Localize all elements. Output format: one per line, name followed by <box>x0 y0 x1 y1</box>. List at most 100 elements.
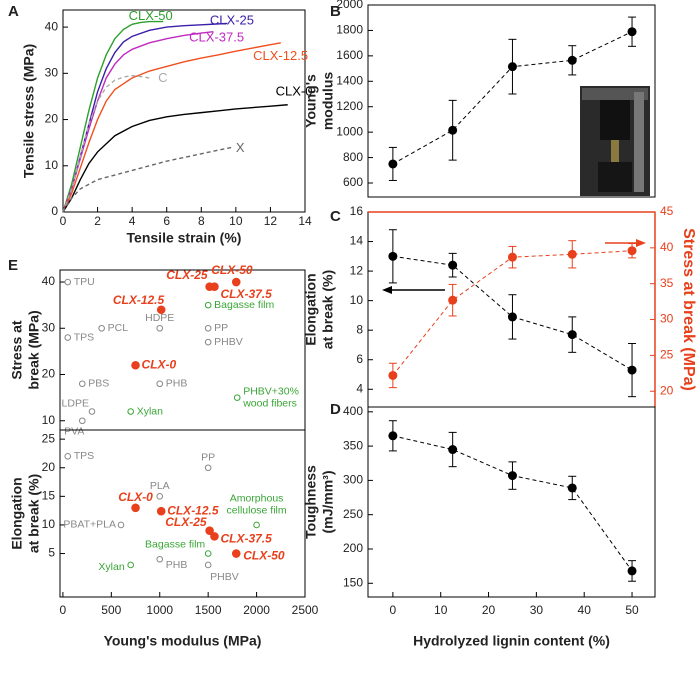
y-tick-label: 150 <box>343 575 363 589</box>
scatter-point <box>88 408 96 415</box>
y-axis-title: Young's <box>303 74 319 128</box>
y-tick-label: 1800 <box>336 23 363 37</box>
y2-tick-label: 45 <box>660 204 674 218</box>
data-point <box>388 251 398 261</box>
point-label: CLX-12.5 <box>167 503 219 517</box>
y-tick-label: 15 <box>42 489 56 503</box>
point-label: PBAT+PLA <box>63 519 116 531</box>
scatter-point <box>127 408 134 415</box>
y-tick-label: 6 <box>356 352 363 366</box>
y-tick-label: 16 <box>350 204 364 218</box>
x-tick-label: 40 <box>578 603 592 617</box>
y-tick-label: 200 <box>343 541 363 555</box>
y2-tick-label: 40 <box>660 240 674 254</box>
data-point <box>448 125 458 135</box>
panel-letter: E <box>8 257 18 274</box>
data-point <box>627 566 637 576</box>
point-label: cellulose film <box>227 505 287 517</box>
data-point <box>448 295 458 305</box>
scatter-point <box>253 521 260 529</box>
y-tick-label: 40 <box>45 19 59 33</box>
y-axis-title: Elongation <box>9 477 25 549</box>
y2-tick-label: 25 <box>660 348 674 362</box>
point-label: PVA <box>64 426 84 438</box>
stress-strain-curve <box>62 31 214 213</box>
x-tick-label: 20 <box>482 603 496 617</box>
point-label: CLX-37.5 <box>220 287 272 301</box>
scatter-point <box>204 324 212 332</box>
y-tick-label: 300 <box>343 473 363 487</box>
scatter-point <box>156 555 164 563</box>
y-tick-label: 14 <box>350 234 364 248</box>
point-label: LDPE <box>62 397 89 409</box>
x-tick-label: 500 <box>101 603 121 617</box>
scatter-point <box>156 506 166 516</box>
x-axis-title: Hydrolyzed lignin content (%) <box>413 633 610 649</box>
data-point <box>507 62 517 72</box>
curve-label: CLX-0 <box>276 83 313 98</box>
trend-line <box>392 435 633 572</box>
point-label: CLX-37.5 <box>220 532 272 546</box>
x-tick-label: 2000 <box>243 603 270 617</box>
point-label: CLX-0 <box>118 490 153 504</box>
x-tick-label: 8 <box>198 214 205 228</box>
scatter-point <box>156 380 164 388</box>
y-tick-label: 40 <box>42 274 56 288</box>
y-axis-title: Tensile stress (MPa) <box>21 44 37 178</box>
curve-label: CLX-50 <box>129 8 173 23</box>
scatter-point <box>131 360 140 370</box>
y-tick-label: 10 <box>42 517 56 531</box>
stress-strain-curve <box>62 104 288 213</box>
scatter-point <box>127 561 134 569</box>
panel-letter: A <box>8 3 19 20</box>
plot-frame <box>62 9 306 213</box>
trend-line <box>392 255 633 371</box>
y-axis-title: at break (%) <box>26 474 42 553</box>
data-point <box>448 260 458 270</box>
y-axis-title: Toughness <box>303 465 319 539</box>
point-label: TPS <box>74 450 94 462</box>
y-tick-label: 20 <box>42 460 56 474</box>
data-point <box>507 312 517 322</box>
point-label: HDPE <box>145 312 174 324</box>
point-label: Amorphous <box>230 493 284 505</box>
y-tick-label: 30 <box>42 320 56 334</box>
scatter-point <box>64 334 72 341</box>
scatter-point <box>210 532 219 541</box>
y-tick-label: 5 <box>48 546 55 560</box>
y2-tick-label: 20 <box>660 383 674 397</box>
data-point <box>388 370 398 380</box>
x-tick-label: 10 <box>434 603 448 617</box>
stress-strain-curve <box>62 42 281 213</box>
y-tick-label: 20 <box>42 367 56 381</box>
y-tick-label: 30 <box>45 65 59 79</box>
point-label: PBS <box>88 378 109 390</box>
data-point <box>627 365 637 375</box>
scatter-point <box>204 338 212 346</box>
x-tick-label: 2 <box>94 214 101 228</box>
data-point <box>567 55 577 65</box>
scatter-point <box>204 550 212 557</box>
curve-label: CLX-25 <box>210 13 254 28</box>
x-tick-label: 12 <box>264 214 278 228</box>
y-axis-title: modulus <box>320 72 336 131</box>
stress-strain-curve <box>62 20 164 213</box>
y-tick-label: 1200 <box>336 99 363 113</box>
scatter-point <box>204 561 212 569</box>
stress-strain-curve <box>62 74 150 213</box>
scatter-point <box>210 282 219 291</box>
scatter-point <box>156 305 166 315</box>
x-tick-label: 0 <box>390 603 397 617</box>
data-point <box>567 330 577 340</box>
curve-label: C <box>158 70 167 85</box>
y-tick-label: 8 <box>356 322 363 336</box>
scatter-point <box>231 549 241 558</box>
y-tick-label: 10 <box>42 413 56 427</box>
data-point <box>627 246 637 256</box>
y-tick-label: 20 <box>45 112 59 126</box>
scatter-point <box>205 526 214 535</box>
point-label: PHB <box>166 378 188 390</box>
scatter-point <box>231 277 241 287</box>
point-label: Xylan <box>98 561 124 573</box>
